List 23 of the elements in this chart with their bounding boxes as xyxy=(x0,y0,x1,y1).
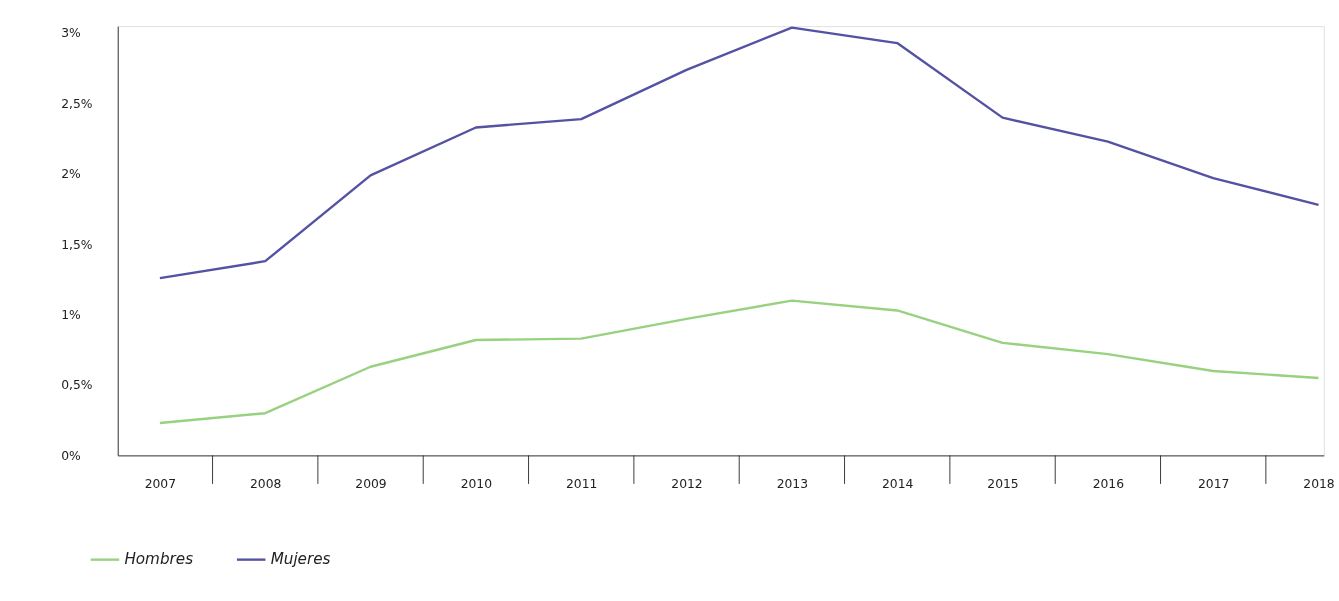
x-tick-label: 2014 xyxy=(882,477,914,492)
legend-label: Mujeres xyxy=(270,550,331,569)
line-series xyxy=(158,299,1320,425)
y-tick-label: 2% xyxy=(61,167,82,182)
x-tick-label: 2009 xyxy=(355,477,387,492)
x-tick-label: 2007 xyxy=(144,477,177,492)
x-tick-label: 2018 xyxy=(1303,477,1335,492)
x-tick-label: 2017 xyxy=(1197,477,1230,492)
y-tick-label: 3% xyxy=(61,26,82,41)
x-tick-label: 2008 xyxy=(250,477,282,492)
x-tick-label: 2012 xyxy=(671,477,703,492)
y-tick-label: 0,5% xyxy=(61,378,93,393)
y-tick-label: 1% xyxy=(61,307,82,322)
x-tick-label: 2016 xyxy=(1092,477,1125,492)
x-tick-label: 2011 xyxy=(566,477,598,492)
y-tick-label: 1,5% xyxy=(61,237,93,252)
x-tick-label: 2015 xyxy=(987,477,1019,492)
legend-label: Hombres xyxy=(124,550,194,569)
y-tick-label: 2,5% xyxy=(61,96,93,111)
x-tick-label: 2010 xyxy=(460,477,493,492)
y-tick-label: 0% xyxy=(61,448,82,463)
line-series xyxy=(158,26,1320,280)
x-tick-label: 2013 xyxy=(776,477,809,492)
